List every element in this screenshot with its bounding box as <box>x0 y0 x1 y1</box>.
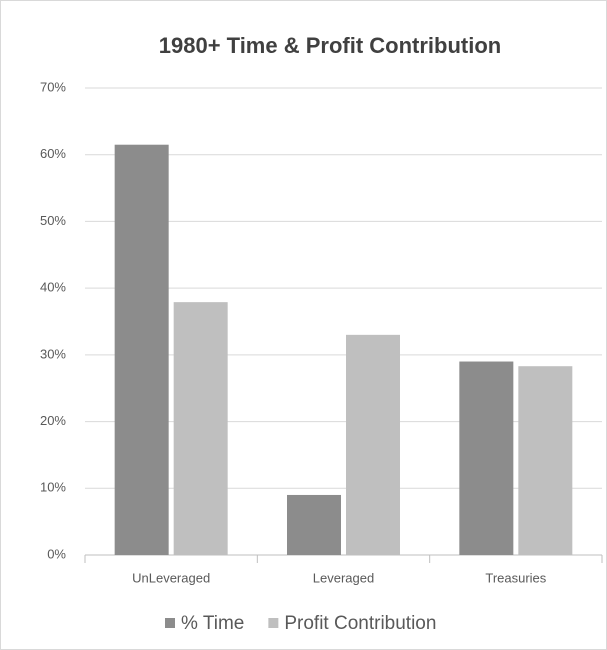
legend-label: Profit Contribution <box>284 613 436 634</box>
bar <box>173 302 228 555</box>
y-tick-label: 50% <box>40 213 66 228</box>
legend-label: % Time <box>181 613 244 634</box>
bar <box>346 334 400 555</box>
y-tick-label: 20% <box>40 413 66 428</box>
bar <box>518 366 573 555</box>
legend-swatch <box>268 618 279 628</box>
y-tick-label: 60% <box>40 146 66 161</box>
chart-title: 1980+ Time & Profit Contribution <box>159 33 501 58</box>
y-tick-label: 40% <box>40 280 66 295</box>
x-tick-label: UnLeveraged <box>132 570 210 585</box>
bar <box>114 144 169 555</box>
bar <box>459 361 514 555</box>
bar <box>287 494 341 555</box>
y-tick-label: 0% <box>47 546 66 561</box>
x-tick-label: Treasuries <box>485 570 546 585</box>
y-tick-label: 10% <box>40 480 66 495</box>
y-tick-label: 30% <box>40 346 66 361</box>
legend-swatch <box>165 618 175 628</box>
y-tick-label: 70% <box>40 79 66 94</box>
x-tick-label: Leveraged <box>313 570 374 585</box>
